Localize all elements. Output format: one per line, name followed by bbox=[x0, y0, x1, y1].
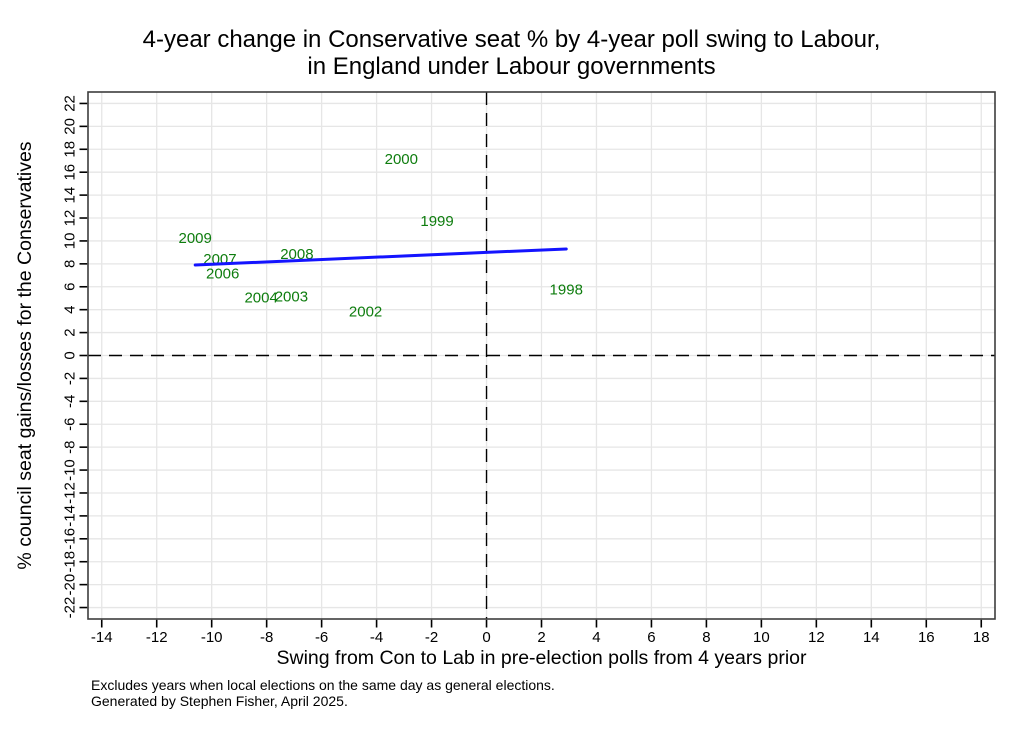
y-tick-label: -14 bbox=[62, 505, 79, 527]
fit-line bbox=[193, 247, 568, 267]
y-tick-label: -18 bbox=[62, 551, 79, 573]
y-tick-label: 0 bbox=[62, 351, 79, 359]
plot-border bbox=[87, 91, 996, 620]
y-tick-label: 20 bbox=[62, 118, 79, 135]
y-tick-label: 22 bbox=[62, 95, 79, 112]
y-tick-label: -22 bbox=[62, 597, 79, 619]
y-tick-label: 12 bbox=[62, 210, 79, 227]
footnotes: Excludes years when local elections on t… bbox=[91, 677, 555, 709]
x-tick-label: 16 bbox=[918, 629, 935, 646]
y-tick-label: 6 bbox=[62, 283, 79, 291]
y-tick-label: 8 bbox=[62, 260, 79, 268]
data-point-label-1999: 1999 bbox=[420, 213, 453, 230]
y-tick-label: 10 bbox=[62, 233, 79, 250]
y-tick-label: -20 bbox=[62, 574, 79, 596]
chart-title: 4-year change in Conservative seat % by … bbox=[0, 26, 1023, 80]
x-tick-label: -4 bbox=[370, 629, 383, 646]
x-tick-label: 6 bbox=[647, 629, 655, 646]
y-tick-label: -4 bbox=[62, 395, 79, 408]
x-tick-label: -2 bbox=[425, 629, 438, 646]
x-tick-label: 4 bbox=[592, 629, 600, 646]
data-point-label-2003: 2003 bbox=[275, 289, 308, 306]
footnote-line1: Excludes years when local elections on t… bbox=[91, 677, 555, 693]
x-tick-label: -14 bbox=[91, 629, 113, 646]
x-tick-label: 18 bbox=[973, 629, 990, 646]
x-tick-label: 2 bbox=[537, 629, 545, 646]
y-tick-label: -10 bbox=[62, 459, 79, 481]
x-tick-label: -8 bbox=[260, 629, 273, 646]
data-point-label-2004: 2004 bbox=[244, 290, 277, 307]
x-tick-label: -10 bbox=[201, 629, 223, 646]
x-tick-label: -6 bbox=[315, 629, 328, 646]
x-tick-label: 8 bbox=[702, 629, 710, 646]
y-tick-label: -12 bbox=[62, 482, 79, 504]
x-axis-title: Swing from Con to Lab in pre-election po… bbox=[276, 647, 807, 669]
data-point-label-2009: 2009 bbox=[179, 230, 212, 247]
x-tick-label: -12 bbox=[146, 629, 168, 646]
y-tick-label: -8 bbox=[62, 440, 79, 453]
y-tick-label: -2 bbox=[62, 372, 79, 385]
x-tick-label: 14 bbox=[863, 629, 880, 646]
y-tick-label: 14 bbox=[62, 187, 79, 204]
y-tick-label: 16 bbox=[62, 164, 79, 181]
y-tick-label: -16 bbox=[62, 528, 79, 550]
data-point-label-2006: 2006 bbox=[206, 266, 239, 283]
data-point-label-2002: 2002 bbox=[349, 303, 382, 320]
data-point-label-1998: 1998 bbox=[550, 282, 583, 299]
y-tick-label: -6 bbox=[62, 418, 79, 431]
data-point-label-2000: 2000 bbox=[385, 151, 418, 168]
x-tick-label: 12 bbox=[808, 629, 825, 646]
y-tick-label: 2 bbox=[62, 328, 79, 336]
y-tick-label: 4 bbox=[62, 306, 79, 314]
y-tick-label: 18 bbox=[62, 141, 79, 158]
y-axis-title: % council seat gains/losses for the Cons… bbox=[14, 141, 36, 570]
x-tick-label: 0 bbox=[482, 629, 490, 646]
x-tick-label: 10 bbox=[753, 629, 770, 646]
chart-title-line1: 4-year change in Conservative seat % by … bbox=[142, 26, 881, 53]
footnote-line2: Generated by Stephen Fisher, April 2025. bbox=[91, 693, 348, 709]
chart-title-line2: in England under Labour governments bbox=[307, 53, 716, 80]
